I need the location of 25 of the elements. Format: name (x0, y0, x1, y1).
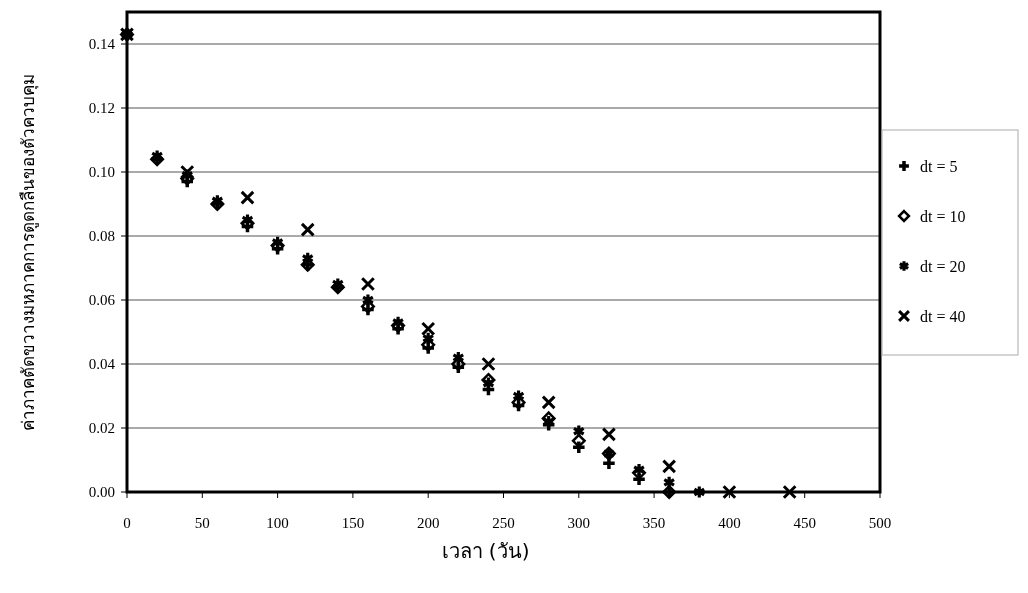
x-tick-label: 300 (567, 515, 591, 531)
y-tick-label: 0.14 (88, 36, 116, 53)
x-tick-label: 350 (642, 515, 666, 531)
y-tick-label: 0.04 (88, 356, 116, 373)
x-tick-label: 50 (194, 515, 210, 531)
y-tick-label: 0.06 (88, 292, 116, 309)
x-tick-label: 250 (492, 515, 515, 531)
legend-label: dt = 10 (920, 207, 966, 225)
x-tick-label: 200 (416, 515, 440, 531)
y-tick-label: 0.10 (88, 164, 115, 181)
y-tick-label: 0.12 (88, 100, 115, 117)
x-tick-label: 500 (868, 515, 892, 531)
x-axis-title: เวลา (วัน) (441, 539, 530, 563)
legend-label: dt = 20 (920, 257, 966, 275)
x-tick-label: 400 (718, 515, 741, 531)
x-tick-label: 0 (123, 515, 131, 531)
y-axis-title: ค่าภาคตัดขวางมหภาคการดูดกลืนของตัวควบคุม (18, 73, 39, 431)
legend-label: dt = 5 (920, 157, 958, 175)
x-tick-label: 100 (266, 515, 289, 531)
legend-label: dt = 40 (920, 307, 966, 325)
x-tick-label: 450 (793, 515, 816, 531)
y-tick-label: 0.00 (88, 484, 115, 501)
y-tick-label: 0.02 (88, 420, 115, 437)
y-tick-label: 0.08 (88, 228, 115, 245)
x-tick-label: 150 (341, 515, 365, 531)
